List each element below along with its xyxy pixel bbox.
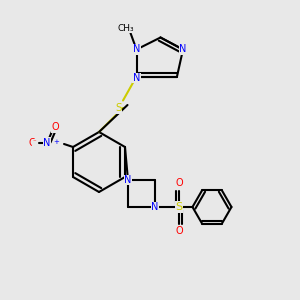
Text: O: O	[175, 178, 183, 188]
Text: O: O	[51, 122, 59, 133]
Text: O: O	[29, 137, 36, 148]
Text: CH₃: CH₃	[118, 24, 134, 33]
Text: N: N	[43, 137, 50, 148]
Text: S: S	[115, 103, 122, 113]
Text: N: N	[133, 73, 140, 83]
Text: N: N	[179, 44, 187, 55]
Text: ⁻: ⁻	[32, 140, 36, 146]
Text: N: N	[151, 202, 159, 212]
Text: S: S	[176, 202, 182, 212]
Text: +: +	[53, 140, 59, 146]
Text: N: N	[133, 44, 140, 55]
Text: N: N	[124, 175, 132, 185]
Text: O: O	[175, 226, 183, 236]
